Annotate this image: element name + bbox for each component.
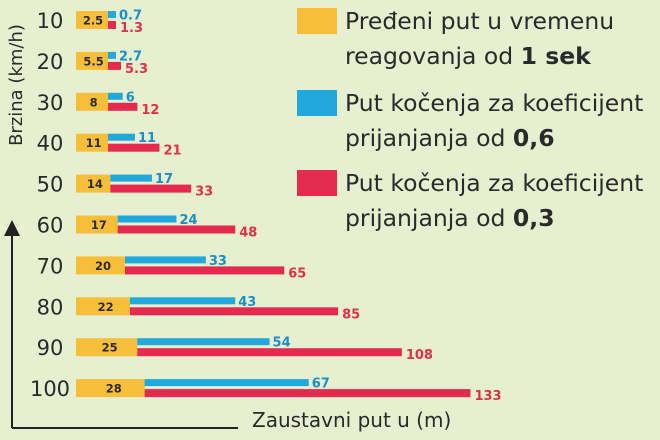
bar-label-reaction: 28 (106, 382, 122, 396)
legend-label-braking-03: Put kočenja za koeficijent prijanjanja o… (345, 169, 644, 232)
bar-reaction (76, 379, 145, 398)
bar-braking-06 (117, 215, 177, 223)
category-label: 90 (37, 336, 64, 360)
bar-braking-03 (144, 389, 471, 398)
bar-label-braking-03: 21 (163, 144, 181, 159)
bar-braking-03 (108, 61, 121, 70)
bar-label-braking-03: 5.3 (125, 62, 148, 77)
bar-braking-03 (125, 266, 285, 275)
legend-label-reaction: Pređeni put u vremenu reagovanja od 1 se… (345, 7, 615, 70)
bar-label-braking-03: 85 (342, 307, 360, 322)
bar-label-braking-03: 108 (406, 348, 433, 363)
bar-braking-06 (125, 256, 206, 264)
bar-braking-03 (108, 102, 138, 111)
legend-label-braking-06: Put kočenja za koeficijent prijanjanja o… (345, 89, 644, 152)
bar-reaction (76, 133, 108, 152)
bar-braking-03 (108, 143, 160, 152)
bar-label-braking-06: 54 (273, 336, 291, 351)
bar-braking-03 (108, 21, 116, 29)
bar-label-braking-06: 0.7 (119, 9, 142, 24)
bar-label-reaction: 14 (87, 177, 103, 191)
bar-label-braking-03: 48 (239, 226, 257, 241)
category-label: 70 (37, 254, 64, 278)
bar-braking-06 (108, 133, 135, 141)
bar-label-reaction: 11 (86, 136, 102, 150)
bar-label-braking-06: 2.7 (119, 49, 142, 64)
bar-label-reaction: 2.5 (83, 14, 103, 28)
bar-label-braking-03: 65 (288, 266, 306, 281)
bar-braking-03 (110, 184, 192, 193)
bar-label-braking-06: 67 (312, 377, 330, 392)
y-axis-title: Brzina (km/h) (6, 24, 27, 146)
y-axis-arrow (4, 220, 20, 236)
bar-braking-03 (137, 348, 402, 357)
bar-label-braking-06: 6 (126, 90, 135, 105)
bar-reaction (76, 51, 108, 70)
bar-braking-06 (108, 51, 116, 59)
bar-braking-03 (117, 225, 236, 234)
bar-reaction (76, 92, 108, 111)
bar-label-reaction: 5.5 (83, 54, 103, 68)
bar-braking-06 (137, 338, 270, 346)
legend-item-reaction: Pređeni put u vremenu reagovanja od 1 se… (297, 4, 660, 74)
category-label: 50 (37, 173, 64, 197)
legend-item-braking-06: Put kočenja za koeficijent prijanjanja o… (297, 86, 660, 156)
bar-reaction (76, 338, 138, 357)
bar-reaction (76, 11, 108, 29)
bar-reaction (76, 174, 111, 193)
bar-label-reaction: 22 (98, 300, 114, 314)
bar-label-reaction: 8 (90, 95, 98, 109)
bar-braking-06 (144, 379, 309, 387)
legend-item-braking-03: Put kočenja za koeficijent prijanjanja o… (297, 166, 660, 236)
bar-braking-06 (110, 174, 152, 182)
bar-braking-03 (129, 307, 339, 316)
category-label: 10 (37, 9, 64, 33)
category-label: 100 (30, 377, 70, 401)
bar-braking-06 (108, 92, 123, 100)
bar-label-braking-03: 33 (195, 185, 213, 200)
bar-braking-06 (108, 11, 116, 18)
bar-label-reaction: 20 (95, 259, 111, 273)
category-label: 30 (37, 91, 64, 115)
legend-swatch-braking-03 (297, 170, 337, 196)
bar-label-braking-06: 24 (179, 213, 197, 228)
bar-braking-06 (129, 297, 236, 305)
category-label: 20 (37, 50, 64, 74)
bar-label-braking-03: 1.3 (120, 21, 143, 36)
bar-label-braking-03: 12 (141, 103, 159, 118)
x-axis-title: Zaustavni put u (m) (252, 408, 451, 432)
bar-reaction (76, 297, 130, 316)
category-label: 80 (37, 295, 64, 319)
category-label: 40 (37, 132, 64, 156)
legend-swatch-braking-06 (297, 90, 337, 116)
bar-label-braking-06: 17 (155, 172, 173, 187)
bar-reaction (76, 256, 125, 275)
bar-label-braking-06: 11 (138, 131, 156, 146)
bar-reaction (76, 215, 118, 234)
bar-label-braking-06: 43 (238, 295, 256, 310)
bar-label-reaction: 25 (102, 341, 118, 355)
bar-label-reaction: 17 (91, 218, 107, 232)
category-label: 60 (37, 214, 64, 238)
legend-swatch-reaction (297, 8, 337, 34)
bar-label-braking-06: 33 (209, 254, 227, 269)
bar-label-braking-03: 133 (474, 389, 501, 404)
